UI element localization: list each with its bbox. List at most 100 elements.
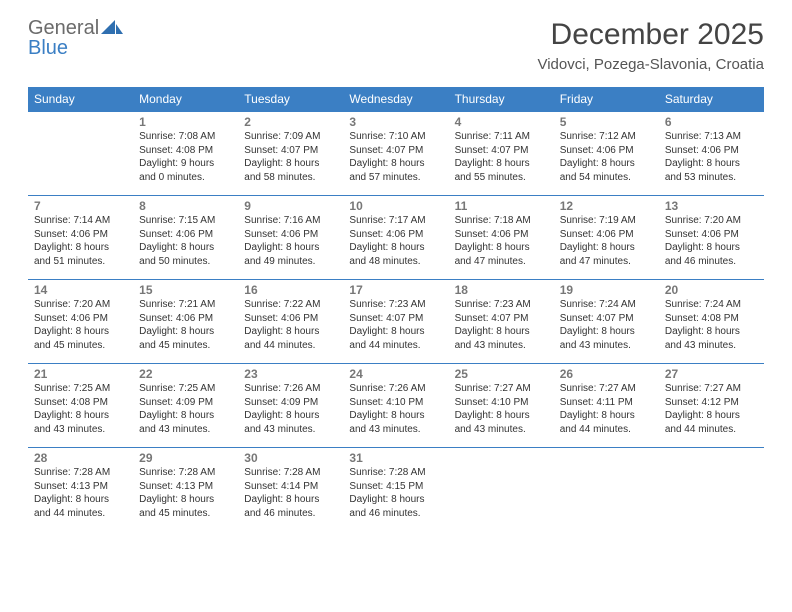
daylight-text-1: Daylight: 8 hours (244, 241, 337, 255)
day-info: Sunrise: 7:15 AMSunset: 4:06 PMDaylight:… (139, 214, 232, 268)
calendar-cell: 9Sunrise: 7:16 AMSunset: 4:06 PMDaylight… (238, 196, 343, 280)
calendar-cell: 13Sunrise: 7:20 AMSunset: 4:06 PMDayligh… (659, 196, 764, 280)
day-info: Sunrise: 7:20 AMSunset: 4:06 PMDaylight:… (665, 214, 758, 268)
day-info: Sunrise: 7:18 AMSunset: 4:06 PMDaylight:… (455, 214, 548, 268)
day-header: Saturday (659, 87, 764, 112)
day-number: 20 (665, 283, 758, 297)
day-number: 19 (560, 283, 653, 297)
daylight-text-1: Daylight: 8 hours (139, 493, 232, 507)
sunset-text: Sunset: 4:07 PM (560, 312, 653, 326)
day-info: Sunrise: 7:24 AMSunset: 4:08 PMDaylight:… (665, 298, 758, 352)
sunrise-text: Sunrise: 7:20 AM (34, 298, 127, 312)
daylight-text-1: Daylight: 8 hours (560, 325, 653, 339)
day-number: 9 (244, 199, 337, 213)
day-number: 14 (34, 283, 127, 297)
calendar-week-row: 14Sunrise: 7:20 AMSunset: 4:06 PMDayligh… (28, 280, 764, 364)
daylight-text-1: Daylight: 8 hours (244, 325, 337, 339)
sunset-text: Sunset: 4:07 PM (455, 144, 548, 158)
daylight-text-2: and 43 minutes. (139, 423, 232, 437)
daylight-text-2: and 43 minutes. (34, 423, 127, 437)
daylight-text-1: Daylight: 9 hours (139, 157, 232, 171)
daylight-text-1: Daylight: 8 hours (349, 325, 442, 339)
logo-part2: Blue (28, 37, 68, 59)
sunrise-text: Sunrise: 7:28 AM (34, 466, 127, 480)
sunrise-text: Sunrise: 7:23 AM (349, 298, 442, 312)
daylight-text-2: and 49 minutes. (244, 255, 337, 269)
daylight-text-2: and 50 minutes. (139, 255, 232, 269)
daylight-text-1: Daylight: 8 hours (455, 157, 548, 171)
sunset-text: Sunset: 4:06 PM (139, 228, 232, 242)
day-info: Sunrise: 7:25 AMSunset: 4:08 PMDaylight:… (34, 382, 127, 436)
calendar-cell: 22Sunrise: 7:25 AMSunset: 4:09 PMDayligh… (133, 364, 238, 448)
day-header: Friday (554, 87, 659, 112)
daylight-text-2: and 48 minutes. (349, 255, 442, 269)
day-info: Sunrise: 7:24 AMSunset: 4:07 PMDaylight:… (560, 298, 653, 352)
daylight-text-1: Daylight: 8 hours (244, 157, 337, 171)
day-number: 21 (34, 367, 127, 381)
daylight-text-1: Daylight: 8 hours (139, 325, 232, 339)
calendar-cell (449, 448, 554, 532)
daylight-text-1: Daylight: 8 hours (665, 409, 758, 423)
daylight-text-2: and 57 minutes. (349, 171, 442, 185)
day-number: 29 (139, 451, 232, 465)
sunset-text: Sunset: 4:08 PM (665, 312, 758, 326)
daylight-text-2: and 58 minutes. (244, 171, 337, 185)
day-info: Sunrise: 7:11 AMSunset: 4:07 PMDaylight:… (455, 130, 548, 184)
calendar-cell: 8Sunrise: 7:15 AMSunset: 4:06 PMDaylight… (133, 196, 238, 280)
day-number: 31 (349, 451, 442, 465)
sunrise-text: Sunrise: 7:16 AM (244, 214, 337, 228)
daylight-text-1: Daylight: 8 hours (139, 241, 232, 255)
calendar-cell: 2Sunrise: 7:09 AMSunset: 4:07 PMDaylight… (238, 112, 343, 196)
calendar-cell: 17Sunrise: 7:23 AMSunset: 4:07 PMDayligh… (343, 280, 448, 364)
page-title: December 2025 (537, 18, 764, 52)
daylight-text-1: Daylight: 8 hours (349, 157, 442, 171)
calendar-cell: 20Sunrise: 7:24 AMSunset: 4:08 PMDayligh… (659, 280, 764, 364)
calendar-cell: 4Sunrise: 7:11 AMSunset: 4:07 PMDaylight… (449, 112, 554, 196)
daylight-text-1: Daylight: 8 hours (665, 241, 758, 255)
sunrise-text: Sunrise: 7:26 AM (244, 382, 337, 396)
daylight-text-2: and 43 minutes. (560, 339, 653, 353)
daylight-text-1: Daylight: 8 hours (665, 325, 758, 339)
daylight-text-2: and 43 minutes. (349, 423, 442, 437)
sunset-text: Sunset: 4:06 PM (244, 312, 337, 326)
calendar-cell: 5Sunrise: 7:12 AMSunset: 4:06 PMDaylight… (554, 112, 659, 196)
day-info: Sunrise: 7:27 AMSunset: 4:12 PMDaylight:… (665, 382, 758, 436)
calendar-cell: 21Sunrise: 7:25 AMSunset: 4:08 PMDayligh… (28, 364, 133, 448)
sunrise-text: Sunrise: 7:24 AM (665, 298, 758, 312)
title-block: December 2025 Vidovci, Pozega-Slavonia, … (537, 18, 764, 73)
calendar-cell: 30Sunrise: 7:28 AMSunset: 4:14 PMDayligh… (238, 448, 343, 532)
day-info: Sunrise: 7:23 AMSunset: 4:07 PMDaylight:… (455, 298, 548, 352)
calendar-week-row: 7Sunrise: 7:14 AMSunset: 4:06 PMDaylight… (28, 196, 764, 280)
daylight-text-2: and 55 minutes. (455, 171, 548, 185)
sunrise-text: Sunrise: 7:21 AM (139, 298, 232, 312)
day-info: Sunrise: 7:16 AMSunset: 4:06 PMDaylight:… (244, 214, 337, 268)
day-number: 16 (244, 283, 337, 297)
sunset-text: Sunset: 4:06 PM (244, 228, 337, 242)
logo-part1: General (28, 17, 99, 39)
day-number: 30 (244, 451, 337, 465)
sunset-text: Sunset: 4:07 PM (349, 144, 442, 158)
sunset-text: Sunset: 4:09 PM (139, 396, 232, 410)
sunrise-text: Sunrise: 7:27 AM (455, 382, 548, 396)
sunrise-text: Sunrise: 7:14 AM (34, 214, 127, 228)
sunrise-text: Sunrise: 7:27 AM (560, 382, 653, 396)
daylight-text-2: and 47 minutes. (560, 255, 653, 269)
daylight-text-1: Daylight: 8 hours (34, 325, 127, 339)
sunset-text: Sunset: 4:08 PM (139, 144, 232, 158)
daylight-text-2: and 46 minutes. (349, 507, 442, 521)
location-text: Vidovci, Pozega-Slavonia, Croatia (537, 56, 764, 73)
sunrise-text: Sunrise: 7:28 AM (244, 466, 337, 480)
daylight-text-1: Daylight: 8 hours (349, 241, 442, 255)
day-info: Sunrise: 7:17 AMSunset: 4:06 PMDaylight:… (349, 214, 442, 268)
sunset-text: Sunset: 4:14 PM (244, 480, 337, 494)
daylight-text-2: and 51 minutes. (34, 255, 127, 269)
sunset-text: Sunset: 4:06 PM (349, 228, 442, 242)
calendar-week-row: 28Sunrise: 7:28 AMSunset: 4:13 PMDayligh… (28, 448, 764, 532)
day-number: 3 (349, 115, 442, 129)
day-info: Sunrise: 7:10 AMSunset: 4:07 PMDaylight:… (349, 130, 442, 184)
day-number: 6 (665, 115, 758, 129)
day-info: Sunrise: 7:26 AMSunset: 4:09 PMDaylight:… (244, 382, 337, 436)
calendar-cell: 1Sunrise: 7:08 AMSunset: 4:08 PMDaylight… (133, 112, 238, 196)
daylight-text-1: Daylight: 8 hours (665, 157, 758, 171)
daylight-text-2: and 45 minutes. (139, 507, 232, 521)
